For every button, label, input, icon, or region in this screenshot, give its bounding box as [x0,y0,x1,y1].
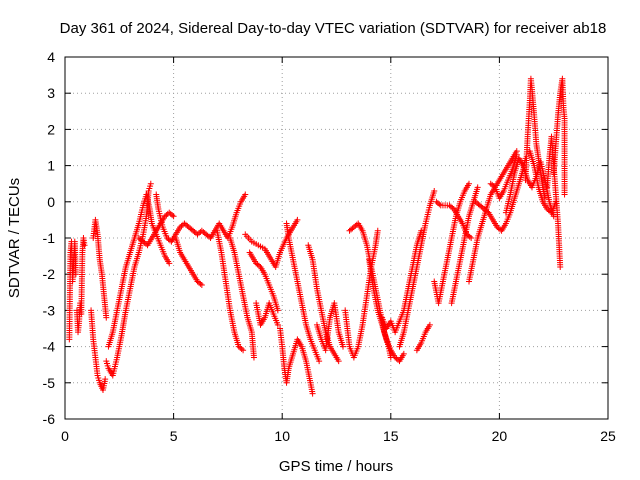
y-tick-label: 0 [47,194,55,210]
y-tick-label: -3 [43,302,56,318]
series-markers-sdtvar [66,75,568,397]
y-tick-label: 3 [47,85,55,101]
data-series-sdtvar [66,75,568,397]
x-tick-label: 5 [170,428,178,444]
y-tick-label: -5 [43,375,56,391]
x-tick-label: 10 [274,428,290,444]
plot-frame [64,56,609,420]
y-tick-label: 1 [47,158,55,174]
chart-title: Day 361 of 2024, Sidereal Day-to-day VTE… [60,20,607,37]
x-tick-label: 20 [492,428,508,444]
x-tick-label: 15 [383,428,399,444]
y-tick-label: -1 [43,230,56,246]
x-axis-label: GPS time / hours [279,458,393,475]
y-tick-label: -6 [43,411,56,427]
y-tick-label: 2 [47,121,55,137]
y-tick-label: -4 [43,339,56,355]
x-tick-label: 25 [600,428,616,444]
x-tick-label: 0 [61,428,69,444]
y-axis-label: SDTVAR / TECUs [6,178,23,298]
axes-ticks: 0 5 10 15 20 25 -6 -5 -4 -3 -2 -1 0 1 2 3 4 [43,49,616,444]
y-tick-label: -2 [43,266,56,282]
grid [65,57,608,419]
y-tick-label: 4 [47,49,55,65]
